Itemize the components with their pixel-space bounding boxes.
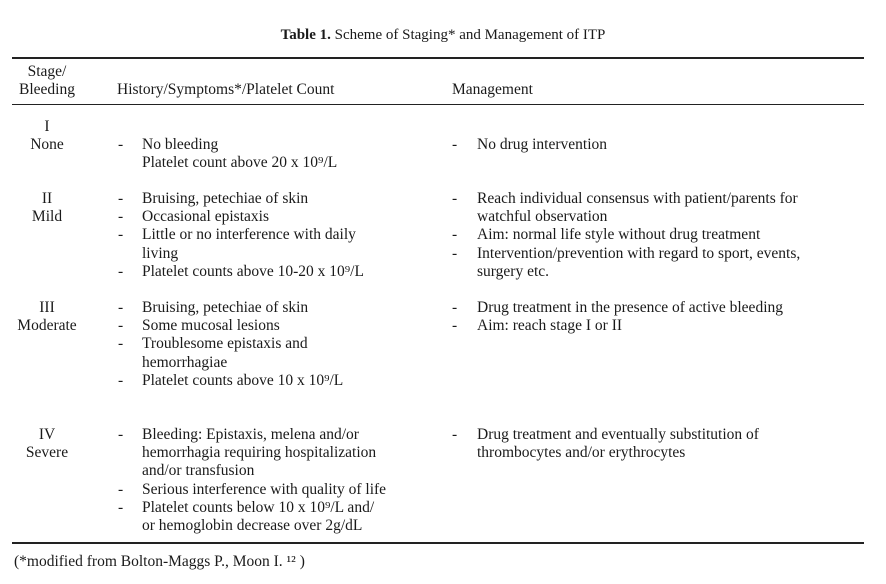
footnote: (*modified from Bolton-Maggs P., Moon I.… (14, 553, 305, 570)
item-text: Troublesome epistaxis and (142, 335, 308, 353)
bullet-dash: - (118, 335, 124, 353)
item-text: No bleeding (142, 136, 219, 153)
bullet-dash: - (118, 226, 124, 244)
item-text: hemorrhagia requiring hospitalization (142, 444, 377, 462)
top-rule (12, 57, 864, 59)
item-text: Little or no interference with daily (142, 226, 356, 244)
bullet-dash: - (452, 136, 458, 153)
item-text: surgery etc. (477, 262, 550, 280)
bullet-dash: - (118, 317, 124, 335)
bullet-dash: - (118, 136, 124, 153)
header-cell: History/Symptoms*/Platelet Count (117, 81, 335, 98)
bullet-dash: - (118, 498, 124, 516)
item-text: Occasional epistaxis (142, 208, 269, 226)
item-text: Serious interference with quality of lif… (142, 480, 387, 498)
bullet-dash: - (118, 480, 124, 498)
bullet-dash: - (452, 244, 458, 262)
title-label: Table 1. (280, 27, 331, 43)
item-text: Platelet counts above 10 x 10⁹/L (142, 371, 344, 389)
bullet-dash: - (118, 426, 124, 443)
bullet-dash: - (118, 190, 124, 207)
item-text: Aim: normal life style without drug trea… (477, 226, 761, 244)
item-text: Some mucosal lesions (142, 317, 280, 335)
bullet-dash: - (452, 226, 458, 244)
stage-label: III (39, 299, 55, 316)
item-text: Drug treatment and eventually substituti… (477, 426, 759, 443)
item-text: thrombocytes and/or erythrocytes (477, 444, 686, 462)
stage-label: I (44, 118, 50, 135)
table-title: Table 1. Scheme of Staging* and Manageme… (0, 27, 886, 44)
header-cell: Bleeding (19, 81, 75, 99)
stage-label: II (41, 190, 53, 207)
header-rule (12, 104, 864, 105)
item-text: living (142, 244, 179, 262)
item-text: Platelet counts below 10 x 10⁹/L and/ (142, 498, 375, 516)
item-text: or hemoglobin decrease over 2g/dL (142, 517, 363, 534)
item-text: Bleeding: Epistaxis, melena and/or (142, 426, 359, 443)
item-text: Bruising, petechiae of skin (142, 299, 309, 316)
item-text: Aim: reach stage I or II (477, 317, 623, 335)
bullet-dash: - (452, 317, 458, 335)
bullet-dash: - (118, 371, 124, 389)
item-text: No drug intervention (477, 136, 608, 153)
bullet-dash: - (118, 262, 124, 280)
item-text: Platelet counts above 10-20 x 10⁹/L (142, 262, 364, 280)
item-text: Intervention/prevention with regard to s… (477, 244, 801, 262)
stage-label: IV (38, 426, 56, 443)
item-text: watchful observation (477, 208, 608, 226)
item-text: Reach individual consensus with patient/… (477, 190, 798, 207)
bullet-dash: - (452, 299, 458, 316)
item-text: and/or transfusion (142, 462, 255, 480)
stage-label: Mild (31, 208, 63, 226)
bullet-dash: - (118, 299, 124, 316)
stage-label: None (30, 136, 64, 154)
stage-label: Severe (25, 444, 69, 462)
item-text: Drug treatment in the presence of active… (477, 299, 783, 316)
item-text: Bruising, petechiae of skin (142, 190, 309, 207)
item-text: Platelet count above 20 x 10⁹/L (142, 154, 338, 172)
bullet-dash: - (452, 190, 458, 207)
title-text: Scheme of Staging* and Management of ITP (334, 27, 606, 43)
header-cell: Management (452, 81, 533, 98)
stage-label: Moderate (17, 317, 77, 335)
bullet-dash: - (118, 208, 124, 226)
header-cell: Stage/ (27, 63, 67, 80)
bottom-rule (12, 542, 864, 544)
bullet-dash: - (452, 426, 458, 443)
item-text: hemorrhagiae (142, 353, 228, 371)
